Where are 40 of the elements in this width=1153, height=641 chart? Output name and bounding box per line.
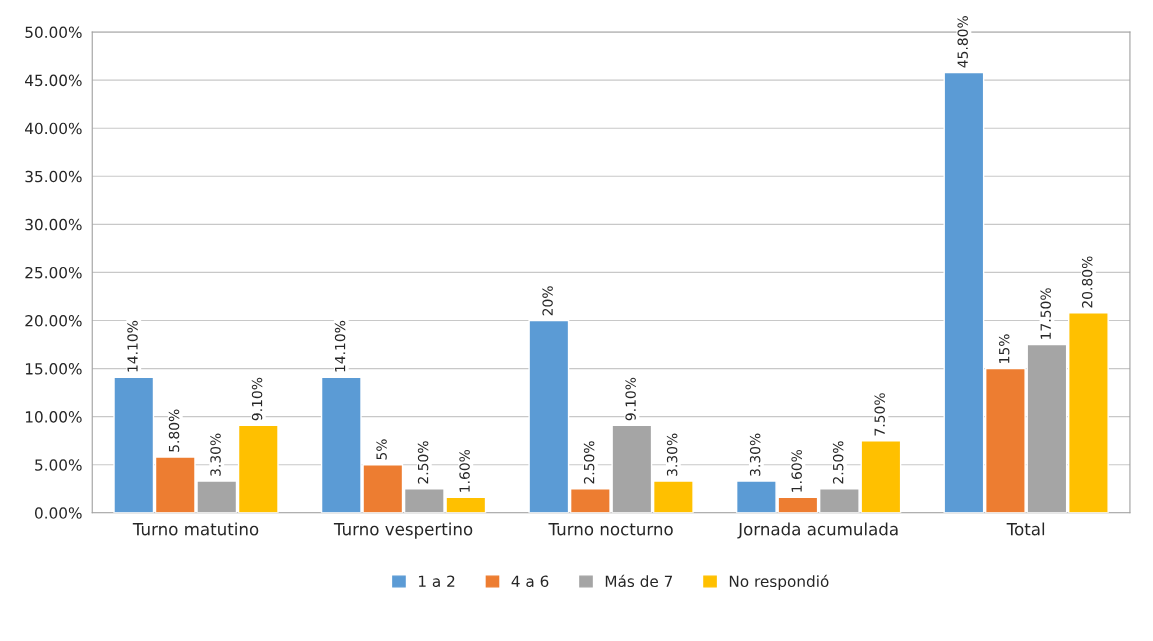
data-label: 1.60% bbox=[791, 449, 802, 492]
data-label: 9.10% bbox=[625, 377, 636, 421]
data-label: 5% bbox=[376, 439, 387, 460]
data-label: 3.30% bbox=[749, 433, 761, 476]
data-label: 9.10% bbox=[251, 377, 263, 421]
data-label: 3.30% bbox=[666, 433, 678, 476]
y-tick-label: 30.00% bbox=[25, 218, 82, 231]
data-label: 2.50% bbox=[832, 441, 844, 484]
data-label: 7.50% bbox=[874, 393, 885, 436]
data-label: 2.50% bbox=[583, 441, 595, 484]
data-label: 1.60% bbox=[459, 449, 470, 492]
legend-label: 4 a 6 bbox=[511, 575, 549, 588]
legend-label: Más de 7 bbox=[605, 574, 673, 588]
y-tick-label: 25.00% bbox=[25, 266, 82, 279]
x-tick-label: Total bbox=[1006, 522, 1045, 536]
y-tick-label: 5.00% bbox=[35, 459, 82, 471]
legend-label: No respondió bbox=[729, 574, 829, 591]
x-tick-label: Jornada acumulada bbox=[737, 522, 898, 539]
data-label: 3.30% bbox=[210, 433, 221, 476]
y-tick-label: 10.00% bbox=[25, 411, 82, 423]
y-tick-label: 0.00% bbox=[34, 507, 82, 519]
data-label: 15% bbox=[998, 334, 1010, 363]
x-tick-label: Turno matutino bbox=[132, 522, 259, 536]
data-label: 5.80% bbox=[168, 409, 180, 452]
y-tick-label: 15.00% bbox=[25, 363, 82, 375]
x-tick-label: Turno vespertino bbox=[333, 522, 473, 539]
data-label: 17.50% bbox=[1040, 288, 1051, 339]
data-label: 20% bbox=[542, 286, 553, 316]
x-tick-label: Turno nocturno bbox=[548, 523, 673, 536]
y-tick-label: 20.00% bbox=[25, 314, 82, 327]
data-label: 14.10% bbox=[127, 320, 138, 372]
y-tick-label: 40.00% bbox=[25, 122, 82, 135]
y-tick-label: 35.00% bbox=[25, 170, 82, 183]
y-tick-label: 45.00% bbox=[25, 74, 82, 87]
data-label: 2.50% bbox=[417, 441, 429, 484]
legend-label: 1 a 2 bbox=[418, 575, 455, 588]
data-label: 20.80% bbox=[1081, 256, 1093, 308]
data-label: 45.80% bbox=[957, 16, 968, 68]
y-tick-label: 50.00% bbox=[25, 26, 82, 39]
data-label: 14.10% bbox=[334, 320, 346, 372]
